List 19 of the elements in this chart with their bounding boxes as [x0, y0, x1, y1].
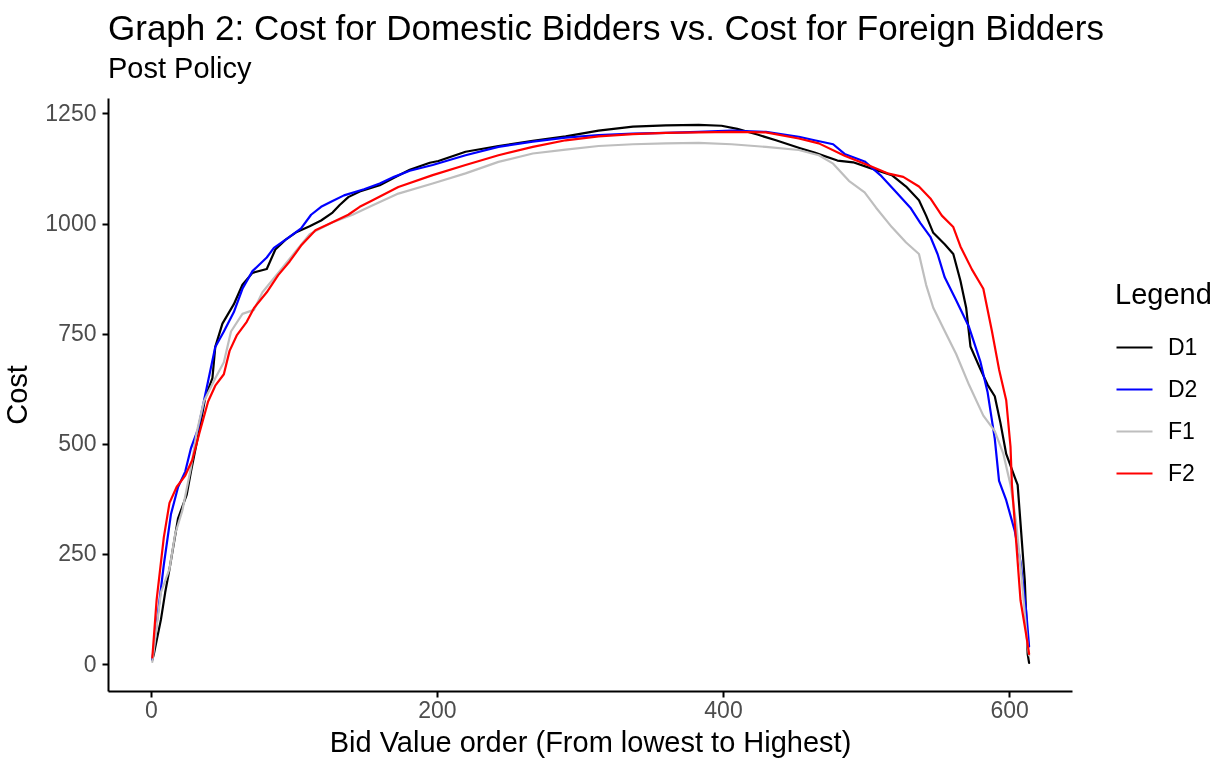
y-tick-label: 1250 — [45, 99, 97, 126]
y-tick-label: 0 — [83, 650, 97, 677]
legend-title: Legend — [1115, 278, 1212, 310]
x-tick-label: 0 — [145, 696, 158, 723]
y-tick-label: 500 — [58, 430, 97, 457]
chart-title: Graph 2: Cost for Domestic Bidders vs. Cost for Foreign Bidders — [108, 8, 1104, 47]
y-tick-label: 1000 — [45, 210, 97, 237]
chart-subtitle: Post Policy — [108, 52, 252, 84]
legend-label: D2 — [1168, 375, 1198, 402]
x-axis-title: Bid Value order (From lowest to Highest) — [329, 725, 852, 758]
legend-label: D1 — [1168, 333, 1198, 360]
legend-label: F2 — [1168, 459, 1195, 486]
y-tick-label: 250 — [58, 540, 97, 567]
x-tick-label: 200 — [418, 696, 457, 723]
x-tick-label: 600 — [990, 696, 1029, 723]
x-tick-label: 400 — [704, 696, 743, 723]
legend-label: F1 — [1168, 417, 1195, 444]
y-tick-label: 750 — [58, 320, 97, 347]
y-axis-title: Cost — [1, 365, 34, 425]
